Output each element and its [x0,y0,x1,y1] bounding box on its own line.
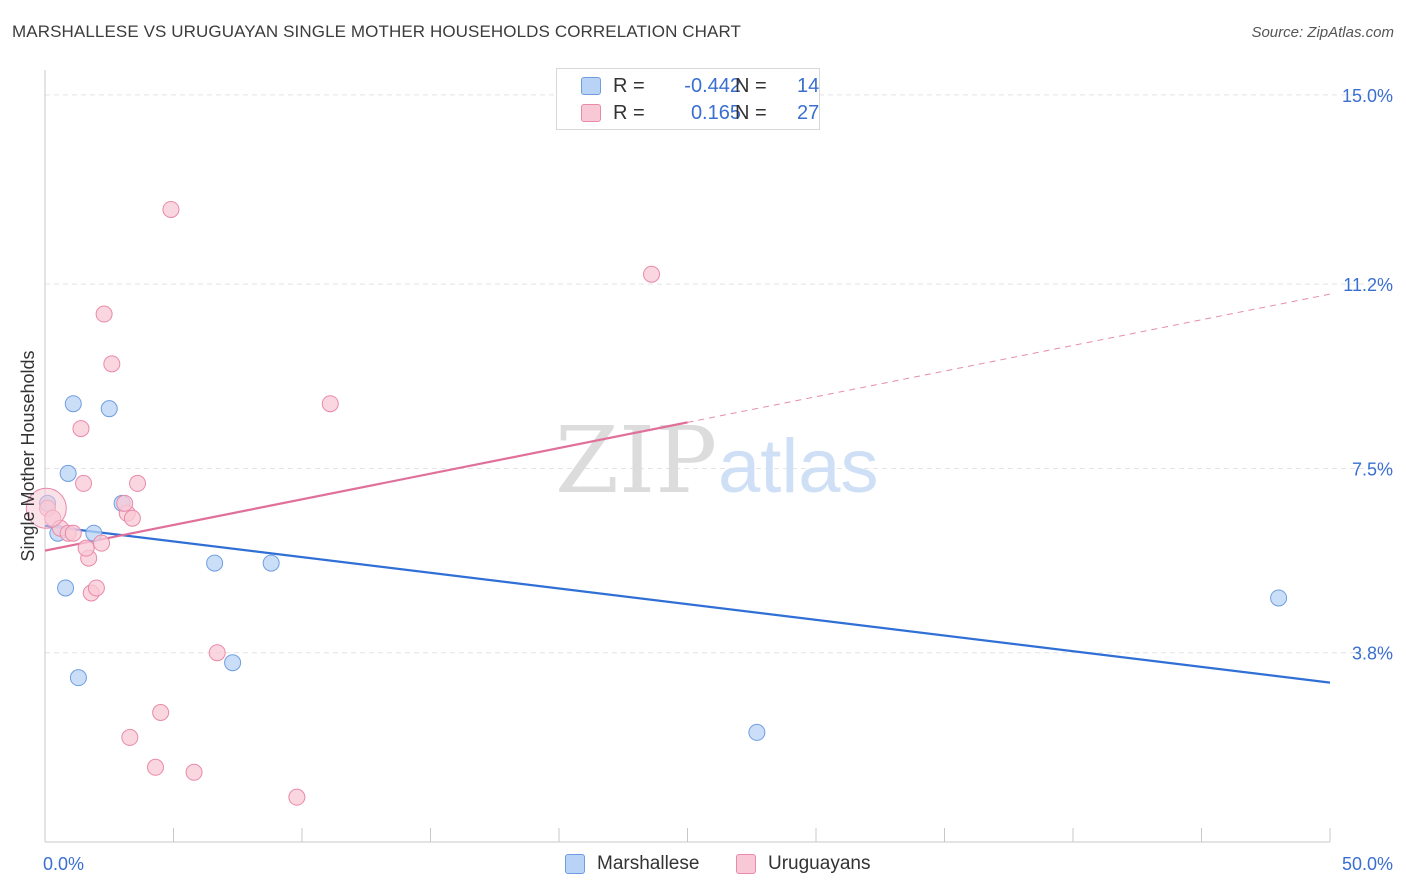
uruguayan-point [208,644,226,662]
uruguayan-point [103,355,121,373]
uruguayan-point [121,728,139,746]
bottom-legend-label: Uruguayans [768,853,871,874]
chart-title: MARSHALLESE VS URUGUAYAN SINGLE MOTHER H… [12,22,742,41]
legend-swatch-uruguayans [581,104,601,122]
marshallese-trend-line [44,524,1331,684]
source-label: Source: ZipAtlas.com [1251,24,1394,41]
uruguayan-point [25,487,67,529]
y-tick-label: 3.8% [1352,644,1393,664]
y-axis-label: Single Mother Households [18,350,38,561]
marshallese-point [1270,589,1288,607]
y-tick-label: 11.2% [1343,275,1393,295]
y-tick-label: 15.0% [1342,86,1393,106]
legend-n-label: N = [735,75,767,97]
axes [44,70,1331,843]
data-points [25,200,1288,806]
marshallese-point [59,464,77,482]
uruguayan-point [147,758,165,776]
legend-n-value: 27 [797,102,820,124]
marshallese-point [262,554,280,572]
bottom-legend-label: Marshallese [597,853,700,874]
uruguayan-point [321,395,339,413]
legend-r-label: R = [613,75,645,97]
uruguayan-point [185,763,203,781]
correlation-legend: R = -0.442 N = 14 R = 0.165 N = 27 [556,68,820,130]
marshallese-point [64,395,82,413]
legend-n-value: 14 [797,75,820,97]
trend-lines [44,293,1331,684]
uruguayan-trend-line [44,421,688,552]
legend-swatch-marshallese [581,77,601,95]
uruguayan-trend-extension [687,293,1331,423]
bottom-legend-swatch-uruguayans [736,854,756,874]
grid-lines [45,94,1392,654]
legend-r-value: -0.442 [684,75,741,97]
legend-n-label: N = [735,102,767,124]
marshallese-point [100,400,118,418]
uruguayan-point [116,494,134,512]
uruguayan-point [162,200,180,218]
uruguayan-point [75,474,93,492]
uruguayan-point [77,539,95,557]
bottom-legend-swatch-marshallese [565,854,585,874]
uruguayan-point [288,788,306,806]
tick-labels: 3.8% 7.5% 11.2% 15.0% 0.0% 50.0% [43,86,1393,874]
uruguayan-point [93,534,111,552]
uruguayan-point [87,579,105,597]
uruguayan-point [123,509,141,527]
uruguayan-point [152,704,170,722]
x-tick-label: 0.0% [43,854,84,874]
marshallese-point [69,669,87,687]
y-tick-label: 7.5% [1352,459,1393,479]
uruguayan-point [129,474,147,492]
uruguayan-point [643,265,661,283]
uruguayan-point [95,305,113,323]
marshallese-point [224,654,242,672]
marshallese-point [57,579,75,597]
marshallese-point [206,554,224,572]
watermark-zip: ZIP [555,407,717,514]
x-tick-label: 50.0% [1342,854,1393,874]
uruguayan-point [64,524,82,542]
watermark-atlas: atlas [718,424,879,509]
legend-r-value: 0.165 [690,102,741,124]
uruguayan-point [72,420,90,438]
watermark: ZIP atlas [555,407,879,514]
marshallese-point [748,723,766,741]
legend-r-label: R = [613,102,645,124]
